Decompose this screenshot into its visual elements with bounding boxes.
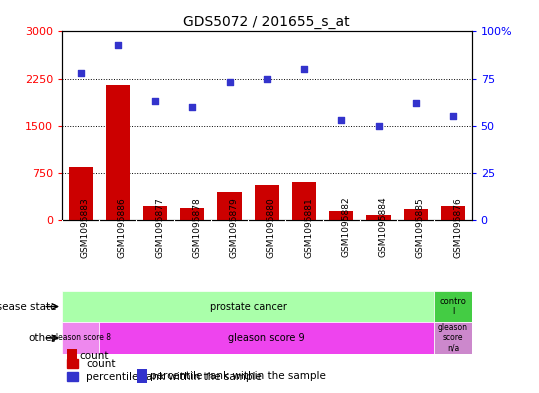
Text: GSM1095881: GSM1095881 (304, 197, 313, 257)
Text: percentile rank within the sample: percentile rank within the sample (150, 371, 326, 381)
Point (411, 100, 420, 106)
Bar (217, 192, 241, 220)
Text: disease state: disease state (0, 301, 57, 312)
Text: other: other (29, 333, 57, 343)
Text: GSM1095876: GSM1095876 (453, 197, 462, 257)
Bar (106, 85, 130, 220)
Text: count: count (80, 351, 109, 361)
Bar (441, 206, 465, 220)
Text: gleason
score
n/a: gleason score n/a (438, 323, 468, 353)
Point (337, 117, 345, 123)
Text: GSM1095886: GSM1095886 (118, 197, 127, 257)
Text: GSM1095883: GSM1095883 (81, 197, 89, 257)
Text: GSM1095885: GSM1095885 (416, 197, 425, 257)
Text: GSM1095884: GSM1095884 (378, 197, 388, 257)
Point (262, 75, 271, 82)
Text: GSM1095878: GSM1095878 (192, 197, 202, 257)
Bar (99, 322, 434, 354)
Point (374, 123, 383, 129)
Text: prostate cancer: prostate cancer (210, 301, 287, 312)
Bar (180, 208, 204, 220)
Bar (292, 182, 316, 220)
Bar (143, 206, 167, 220)
Point (225, 79, 234, 86)
Point (188, 104, 197, 110)
Text: GSM1095880: GSM1095880 (267, 197, 276, 257)
Bar (367, 215, 391, 220)
Point (151, 98, 160, 105)
Bar (255, 185, 279, 220)
Bar (404, 209, 428, 220)
Bar (329, 211, 354, 220)
Point (77, 70, 85, 76)
Text: gleason score 8: gleason score 8 (51, 334, 110, 342)
Bar (68, 167, 93, 220)
Text: contro
l: contro l (440, 297, 466, 316)
Title: GDS5072 / 201655_s_at: GDS5072 / 201655_s_at (183, 15, 350, 29)
Point (448, 113, 457, 119)
Text: GSM1095877: GSM1095877 (155, 197, 164, 257)
Point (300, 66, 308, 72)
Text: GSM1095879: GSM1095879 (230, 197, 239, 257)
Text: GSM1095882: GSM1095882 (341, 197, 350, 257)
Bar (434, 291, 472, 322)
Bar (434, 322, 472, 354)
Legend: count, percentile rank within the sample: count, percentile rank within the sample (67, 359, 262, 382)
Text: gleason score 9: gleason score 9 (229, 333, 305, 343)
Point (114, 42, 122, 48)
Bar (62, 322, 99, 354)
